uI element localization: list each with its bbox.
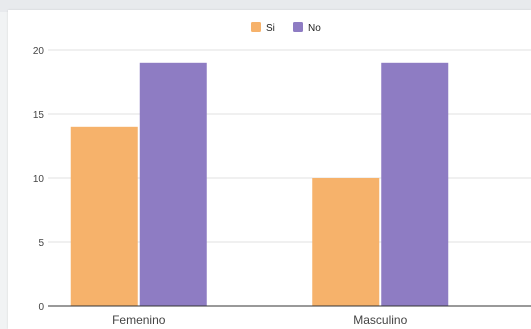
y-axis-ticks: 0 5 10 15 20 [33, 46, 45, 313]
x-axis-labels: Femenino Masculino [112, 313, 408, 327]
x-category-label: Masculino [353, 313, 407, 327]
legend-swatch-no[interactable] [293, 22, 303, 32]
x-category-label: Femenino [112, 313, 166, 327]
legend-label-no[interactable]: No [308, 23, 321, 34]
legend-swatch-si[interactable] [251, 22, 261, 32]
y-tick-label: 5 [38, 238, 44, 249]
legend[interactable]: Si No [251, 22, 321, 34]
bar-si-masculino[interactable] [312, 178, 380, 306]
bar-no-masculino[interactable] [381, 62, 449, 306]
legend-label-si[interactable]: Si [266, 23, 275, 34]
y-tick-label: 10 [33, 174, 45, 185]
bar-si-femenino[interactable] [70, 126, 138, 306]
background-strip [0, 0, 531, 12]
bars [70, 62, 449, 306]
y-tick-label: 20 [33, 46, 45, 57]
y-tick-label: 0 [38, 302, 44, 313]
y-tick-label: 15 [33, 110, 45, 121]
bar-no-femenino[interactable] [139, 62, 207, 306]
